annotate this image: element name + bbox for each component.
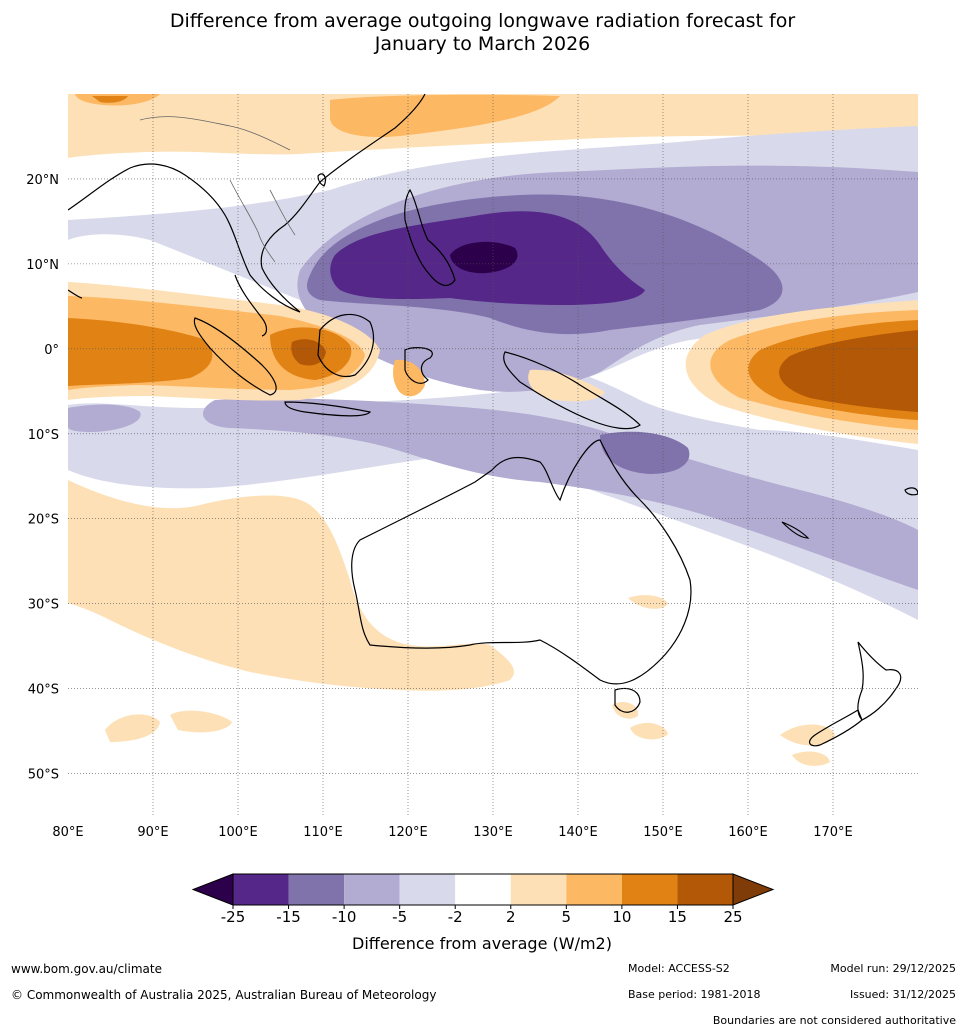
anomaly-west-dark-orange [68, 318, 213, 386]
coast-australia [351, 439, 692, 685]
border-indochina-2 [269, 189, 296, 236]
footer-disclaimer: Boundaries are not considered authoritat… [712, 1014, 956, 1027]
lat-label: 0° [44, 343, 59, 358]
colorbar-tick-label: -5 [392, 908, 407, 926]
anomaly-deep-purple [450, 241, 518, 274]
coast-asia-mainland [68, 94, 426, 313]
anomaly-north-dark-orange-west [92, 96, 128, 103]
colorbar-segment [399, 874, 456, 905]
colorbar-tick-label: -2 [448, 908, 463, 926]
lon-label: 100°E [218, 825, 258, 840]
colorbar-tick-label: 10 [612, 908, 631, 926]
anomaly-tasman-patch [630, 722, 668, 740]
anomaly-borneo-brown [291, 339, 326, 366]
footer-issued: Issued: 31/12/2025 [849, 988, 956, 1001]
map-title: Difference from average outgoing longwav… [0, 10, 965, 56]
footer-model-run: Model run: 29/12/2025 [830, 962, 956, 975]
map-area [68, 94, 918, 816]
colorbar-segment [455, 874, 511, 905]
lat-label: 10°N [26, 258, 59, 273]
lon-label: 130°E [473, 825, 513, 840]
border-indochina [229, 179, 276, 263]
lon-label: 160°E [728, 825, 768, 840]
colorbar-min-extension [191, 873, 234, 906]
coast-india-tip [68, 289, 83, 299]
coast-taiwan [317, 173, 327, 187]
coast-sumatra [193, 317, 277, 396]
anomaly-south-west-patch-2 [170, 710, 232, 733]
lon-label: 80°E [52, 825, 83, 840]
colorbar-segment [510, 874, 567, 905]
lon-label: 90°E [137, 825, 168, 840]
coast-new-guinea [503, 351, 641, 430]
colorbar-segment [233, 874, 289, 905]
anomaly-north-light-orange [68, 94, 918, 158]
lat-label: 10°S [28, 428, 59, 443]
lon-label: 150°E [643, 825, 683, 840]
anomaly-lilac-west [68, 404, 141, 432]
coast-fiji [904, 487, 918, 496]
colorbar-segment [677, 874, 733, 905]
anomaly-north-orange [330, 94, 560, 138]
footer-copyright: © Commonwealth of Australia 2025, Austra… [11, 988, 437, 1002]
lat-label: 40°S [28, 683, 59, 698]
footer-url: www.bom.gov.au/climate [11, 962, 162, 976]
lat-label: 30°S [28, 598, 59, 613]
colorbar-tick-label: 5 [562, 908, 572, 926]
lat-label: 20°S [28, 513, 59, 528]
colorbar-title: Difference from average (W/m2) [352, 934, 612, 953]
country-borders [139, 116, 296, 263]
anomaly-violet-sea [600, 431, 690, 474]
coast-new-caledonia [781, 521, 810, 539]
colorbar-frame [232, 873, 734, 906]
anomaly-nz-patch-2 [792, 751, 830, 766]
lon-label: 110°E [303, 825, 343, 840]
colorbar-segment [344, 874, 400, 905]
anomaly-east-brown [779, 330, 918, 412]
colorbar-tick-label: -25 [221, 908, 246, 926]
gridlines [68, 94, 918, 816]
coast-java [284, 401, 372, 417]
coast-new-zealand-south [808, 709, 863, 747]
colorbar-tick-label: 25 [723, 908, 742, 926]
anomaly-nz-patch [780, 724, 835, 746]
anomaly-south-indian-light-orange [68, 480, 514, 691]
colorbar-tick-label: 2 [506, 908, 516, 926]
lon-label: 120°E [388, 825, 428, 840]
coast-malay-peninsula [234, 274, 268, 337]
anomaly-lilac-south [203, 398, 918, 590]
anomaly-tasmania-patch [612, 702, 639, 719]
lat-label: 20°N [26, 173, 59, 188]
lon-label: 170°E [813, 825, 853, 840]
footer-model: Model: ACCESS-S2 [628, 962, 730, 975]
colorbar-tick-label: -10 [332, 908, 357, 926]
border-asia-north [139, 116, 291, 151]
anomaly-aus-east-patch [628, 595, 668, 609]
anomaly-south-west-patch [105, 714, 160, 742]
colorbar-tick-label: -15 [276, 908, 301, 926]
colorbar-tick-label: 15 [668, 908, 687, 926]
title-line-1: Difference from average outgoing longwav… [169, 10, 796, 32]
anomaly-banda-orange [528, 369, 605, 402]
title-line-2: January to March 2026 [374, 33, 591, 55]
coastlines [68, 94, 918, 747]
lon-label: 140°E [558, 825, 598, 840]
colorbar-segment [566, 874, 622, 905]
lat-label: 50°S [28, 768, 59, 783]
footer-base-period: Base period: 1981-2018 [628, 988, 761, 1001]
coast-philippines [404, 188, 456, 287]
colorbar-segment [621, 874, 678, 905]
axis-labels: 80°E 90°E 100°E 110°E 120°E 130°E 140°E 150°E 16… [26, 173, 853, 840]
coast-borneo [317, 313, 375, 377]
colorbar-segment [288, 874, 345, 905]
coast-new-zealand-north [857, 641, 902, 721]
colorbar-max-extension [732, 873, 775, 906]
